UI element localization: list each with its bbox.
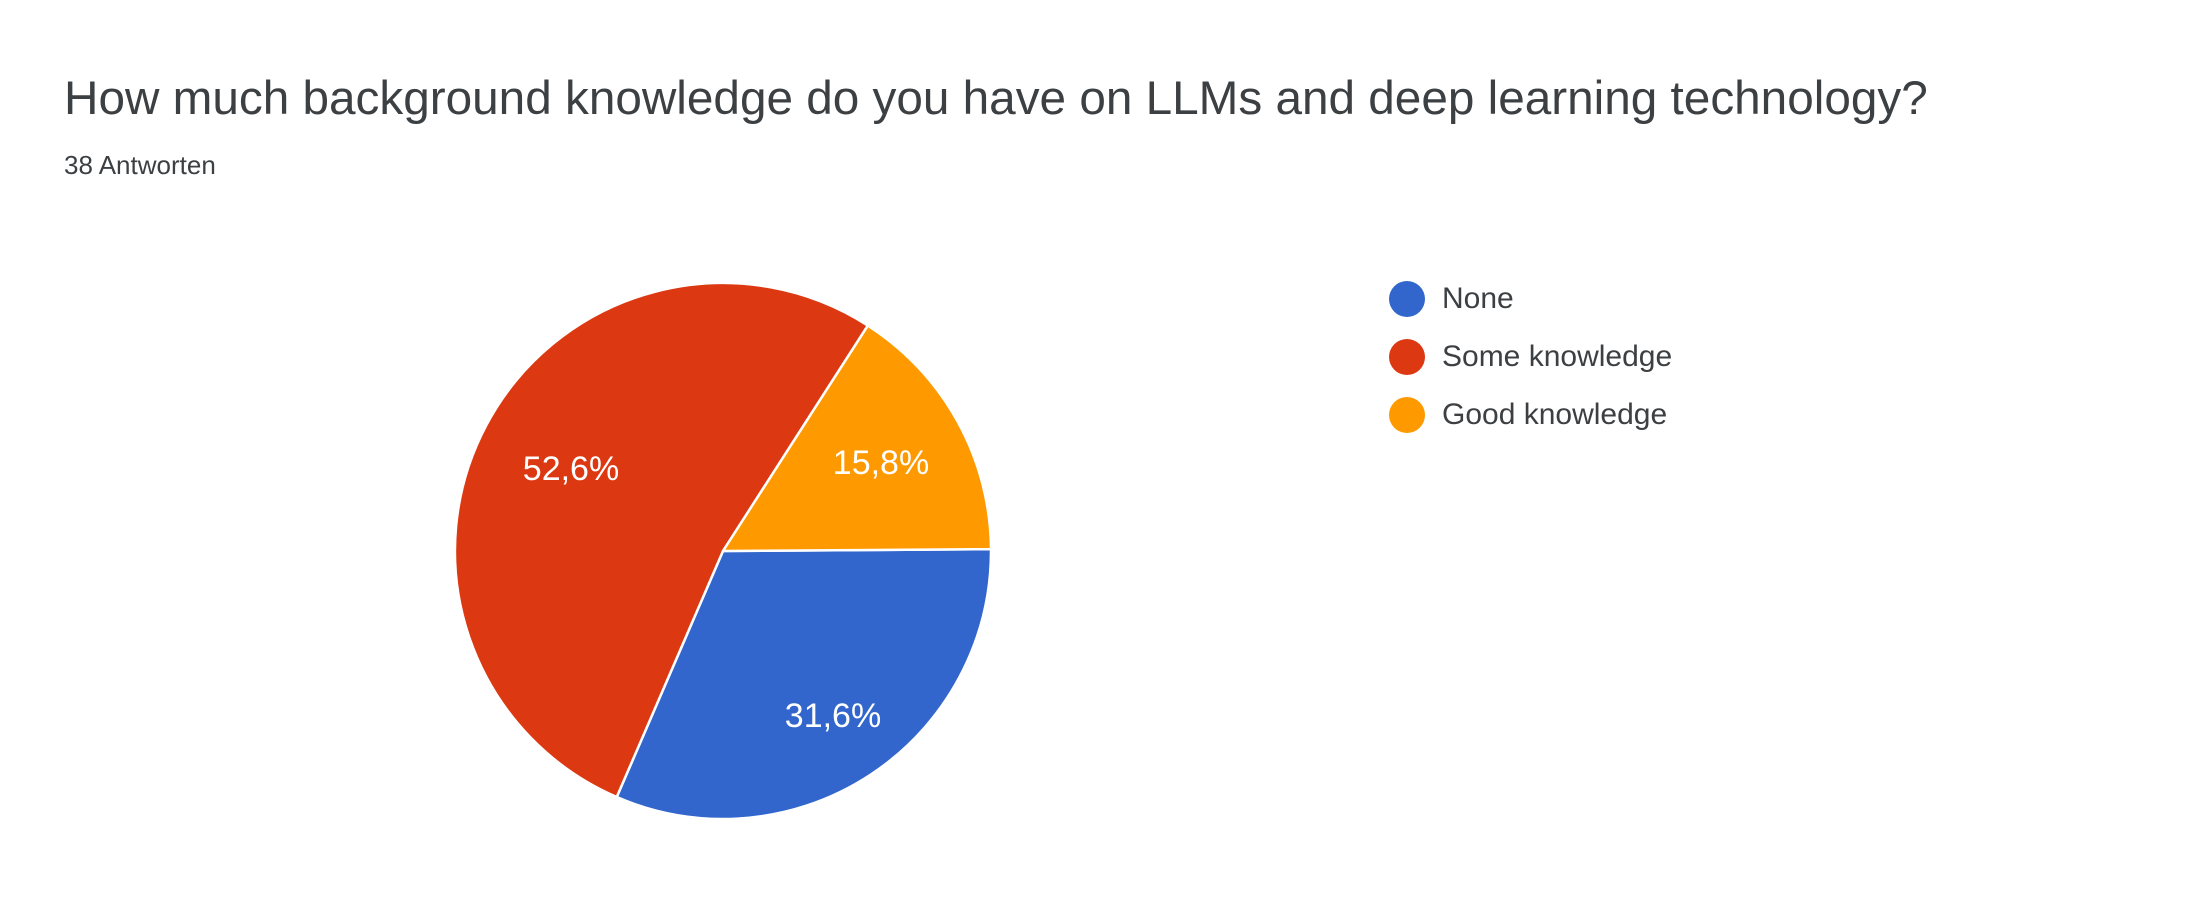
svg-text:15,8%: 15,8% [833, 444, 929, 482]
svg-text:31,6%: 31,6% [785, 697, 881, 735]
svg-text:52,6%: 52,6% [523, 450, 619, 488]
